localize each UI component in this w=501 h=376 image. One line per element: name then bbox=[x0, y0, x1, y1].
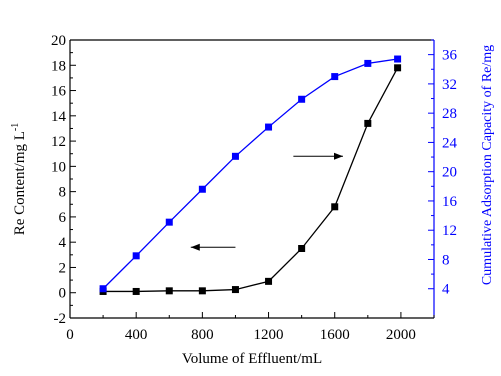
data-point-right bbox=[132, 252, 140, 260]
data-point-right bbox=[298, 95, 306, 103]
y-right-tick-label: 20 bbox=[442, 165, 457, 181]
x-tick-label: 0 bbox=[66, 327, 74, 343]
y-right-tick-label: 36 bbox=[442, 48, 458, 64]
y-left-tick-label: 6 bbox=[59, 210, 67, 226]
annotation-arrows bbox=[190, 152, 343, 251]
y-right-tick-label: 16 bbox=[442, 194, 458, 210]
data-point-left bbox=[364, 119, 372, 127]
data-point-right bbox=[198, 185, 206, 193]
y-left-tick-label: 10 bbox=[51, 159, 66, 175]
data-point-right bbox=[364, 59, 372, 67]
y-right-tick-label: 12 bbox=[442, 223, 457, 239]
data-point-right bbox=[394, 55, 402, 63]
arrow-right-head bbox=[334, 152, 343, 160]
data-point-left bbox=[265, 277, 273, 285]
series-layer bbox=[99, 55, 402, 295]
y-axis-left-label-text: Re Content/mg L bbox=[12, 131, 28, 235]
series-line-left bbox=[103, 67, 399, 293]
y-left-tick-label: -2 bbox=[54, 311, 67, 327]
y-left-tick-label: 2 bbox=[59, 260, 67, 276]
y-left-tick-label: 16 bbox=[51, 84, 67, 100]
data-point-left bbox=[298, 245, 306, 252]
x-tick-label: 2000 bbox=[386, 327, 416, 343]
x-tick-label: 1200 bbox=[254, 327, 284, 343]
y-right-tick-label: 4 bbox=[442, 282, 450, 298]
y-left-tick-label: 12 bbox=[51, 134, 66, 150]
y-left-tick-label: 18 bbox=[51, 58, 66, 74]
y-axis-left-label-superscript: -1 bbox=[10, 123, 21, 131]
data-point-left bbox=[132, 287, 140, 295]
y-axis-left: -2 0 2 4 6 8 10 12 14 16 18 20 bbox=[51, 33, 76, 327]
y-left-tick-label: 20 bbox=[51, 33, 66, 49]
x-tick-label: 800 bbox=[191, 327, 214, 343]
y-right-tick-label: 32 bbox=[442, 77, 457, 93]
data-point-right bbox=[331, 73, 339, 81]
x-tick-label: 1600 bbox=[320, 327, 350, 343]
arrow-left-head bbox=[190, 243, 200, 251]
y-right-tick-label: 24 bbox=[442, 135, 458, 151]
y-left-tick-label: 14 bbox=[51, 109, 67, 125]
data-point-left bbox=[198, 287, 206, 295]
data-point-left bbox=[394, 64, 402, 72]
data-point-left bbox=[165, 287, 173, 295]
data-point-right bbox=[165, 218, 173, 226]
y-left-tick-label: 8 bbox=[59, 185, 67, 201]
y-right-tick-label: 8 bbox=[442, 252, 450, 268]
series-line-right bbox=[102, 58, 398, 290]
data-point-right bbox=[231, 152, 239, 160]
x-axis: 0 400 800 1200 1600 2000 bbox=[66, 312, 435, 343]
plot-frame bbox=[69, 39, 435, 319]
data-point-right bbox=[265, 123, 273, 131]
data-point-left bbox=[331, 203, 339, 211]
data-point-right bbox=[99, 285, 107, 293]
y-axis-right-label: Cumulative Adsorption Capacity of Re/mg bbox=[480, 45, 495, 285]
x-tick-label: 400 bbox=[125, 327, 148, 343]
y-right-tick-label: 28 bbox=[442, 106, 457, 122]
y-axis-left-label: Re Content/mg L-1 bbox=[10, 123, 28, 236]
y-axis-right: 4 8 12 16 20 24 28 32 36 bbox=[428, 39, 458, 298]
x-axis-label: Volume of Effluent/mL bbox=[182, 351, 322, 367]
data-point-left bbox=[231, 286, 239, 294]
y-left-tick-label: 4 bbox=[59, 235, 67, 251]
y-left-tick-label: 0 bbox=[59, 286, 67, 302]
